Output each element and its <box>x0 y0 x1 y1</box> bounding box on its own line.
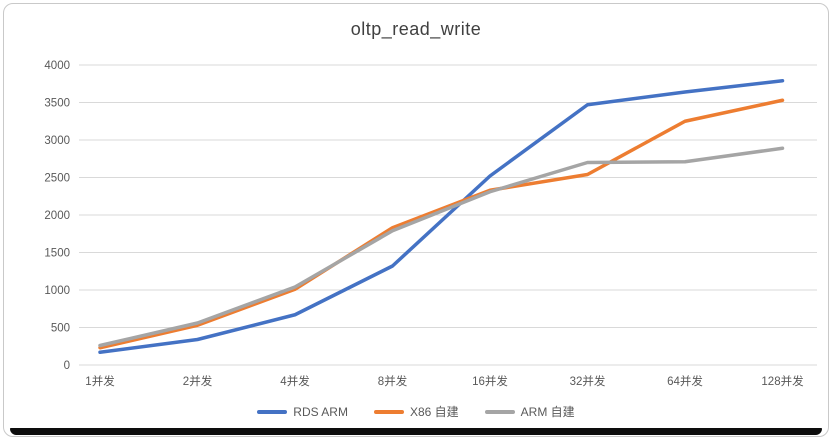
chart-canvas: 0 500 1000 1500 2000 2500 3000 3500 4000 1并发 2并发 4并… <box>44 60 817 388</box>
legend-swatch-icon <box>257 409 288 414</box>
chart-legend: RDS ARM X86 自建 ARM 自建 <box>4 403 828 420</box>
y-tick-label-4000: 4000 <box>44 60 70 72</box>
legend-label: ARM 自建 <box>520 405 575 419</box>
series-line-arm-自建 <box>98 146 785 348</box>
legend-item-rds-arm: RDS ARM <box>257 405 348 419</box>
y-tick-label-2500: 2500 <box>44 173 70 185</box>
x-tick-label-1: 1并发 <box>85 374 115 388</box>
chart-frame[interactable]: oltp_read_write 0 500 1000 1500 2000 2500 3000… <box>3 3 829 437</box>
x-tick-label-5: 16并发 <box>472 374 508 388</box>
series-line-rds-arm <box>98 79 785 354</box>
series-line-x86-自建 <box>98 98 785 350</box>
legend-item-arm-自建: ARM 自建 <box>484 403 575 420</box>
legend-item-x86-自建: X86 自建 <box>373 403 459 420</box>
y-tick-label-2000: 2000 <box>44 210 70 222</box>
x-tick-label-2: 2并发 <box>183 374 213 388</box>
legend-label: RDS ARM <box>293 404 348 419</box>
y-tick-label-0: 0 <box>64 360 70 372</box>
legend-label: X86 自建 <box>409 405 459 419</box>
legend-swatch-icon <box>484 409 515 414</box>
x-tick-label-3: 4并发 <box>280 374 310 388</box>
legend-swatch-icon <box>373 409 404 414</box>
x-tick-label-4: 8并发 <box>378 374 408 388</box>
bottom-border-bar <box>10 428 822 435</box>
y-tick-label-3500: 3500 <box>44 98 70 110</box>
y-tick-label-500: 500 <box>51 323 70 335</box>
chart-title: oltp_read_write <box>350 19 482 39</box>
x-tick-label-8: 128并发 <box>761 374 804 388</box>
x-tick-label-6: 32并发 <box>570 374 606 388</box>
x-tick-label-7: 64并发 <box>667 374 703 388</box>
y-tick-label-3000: 3000 <box>44 135 70 147</box>
y-tick-label-1000: 1000 <box>44 285 70 297</box>
y-tick-label-1500: 1500 <box>44 248 70 260</box>
